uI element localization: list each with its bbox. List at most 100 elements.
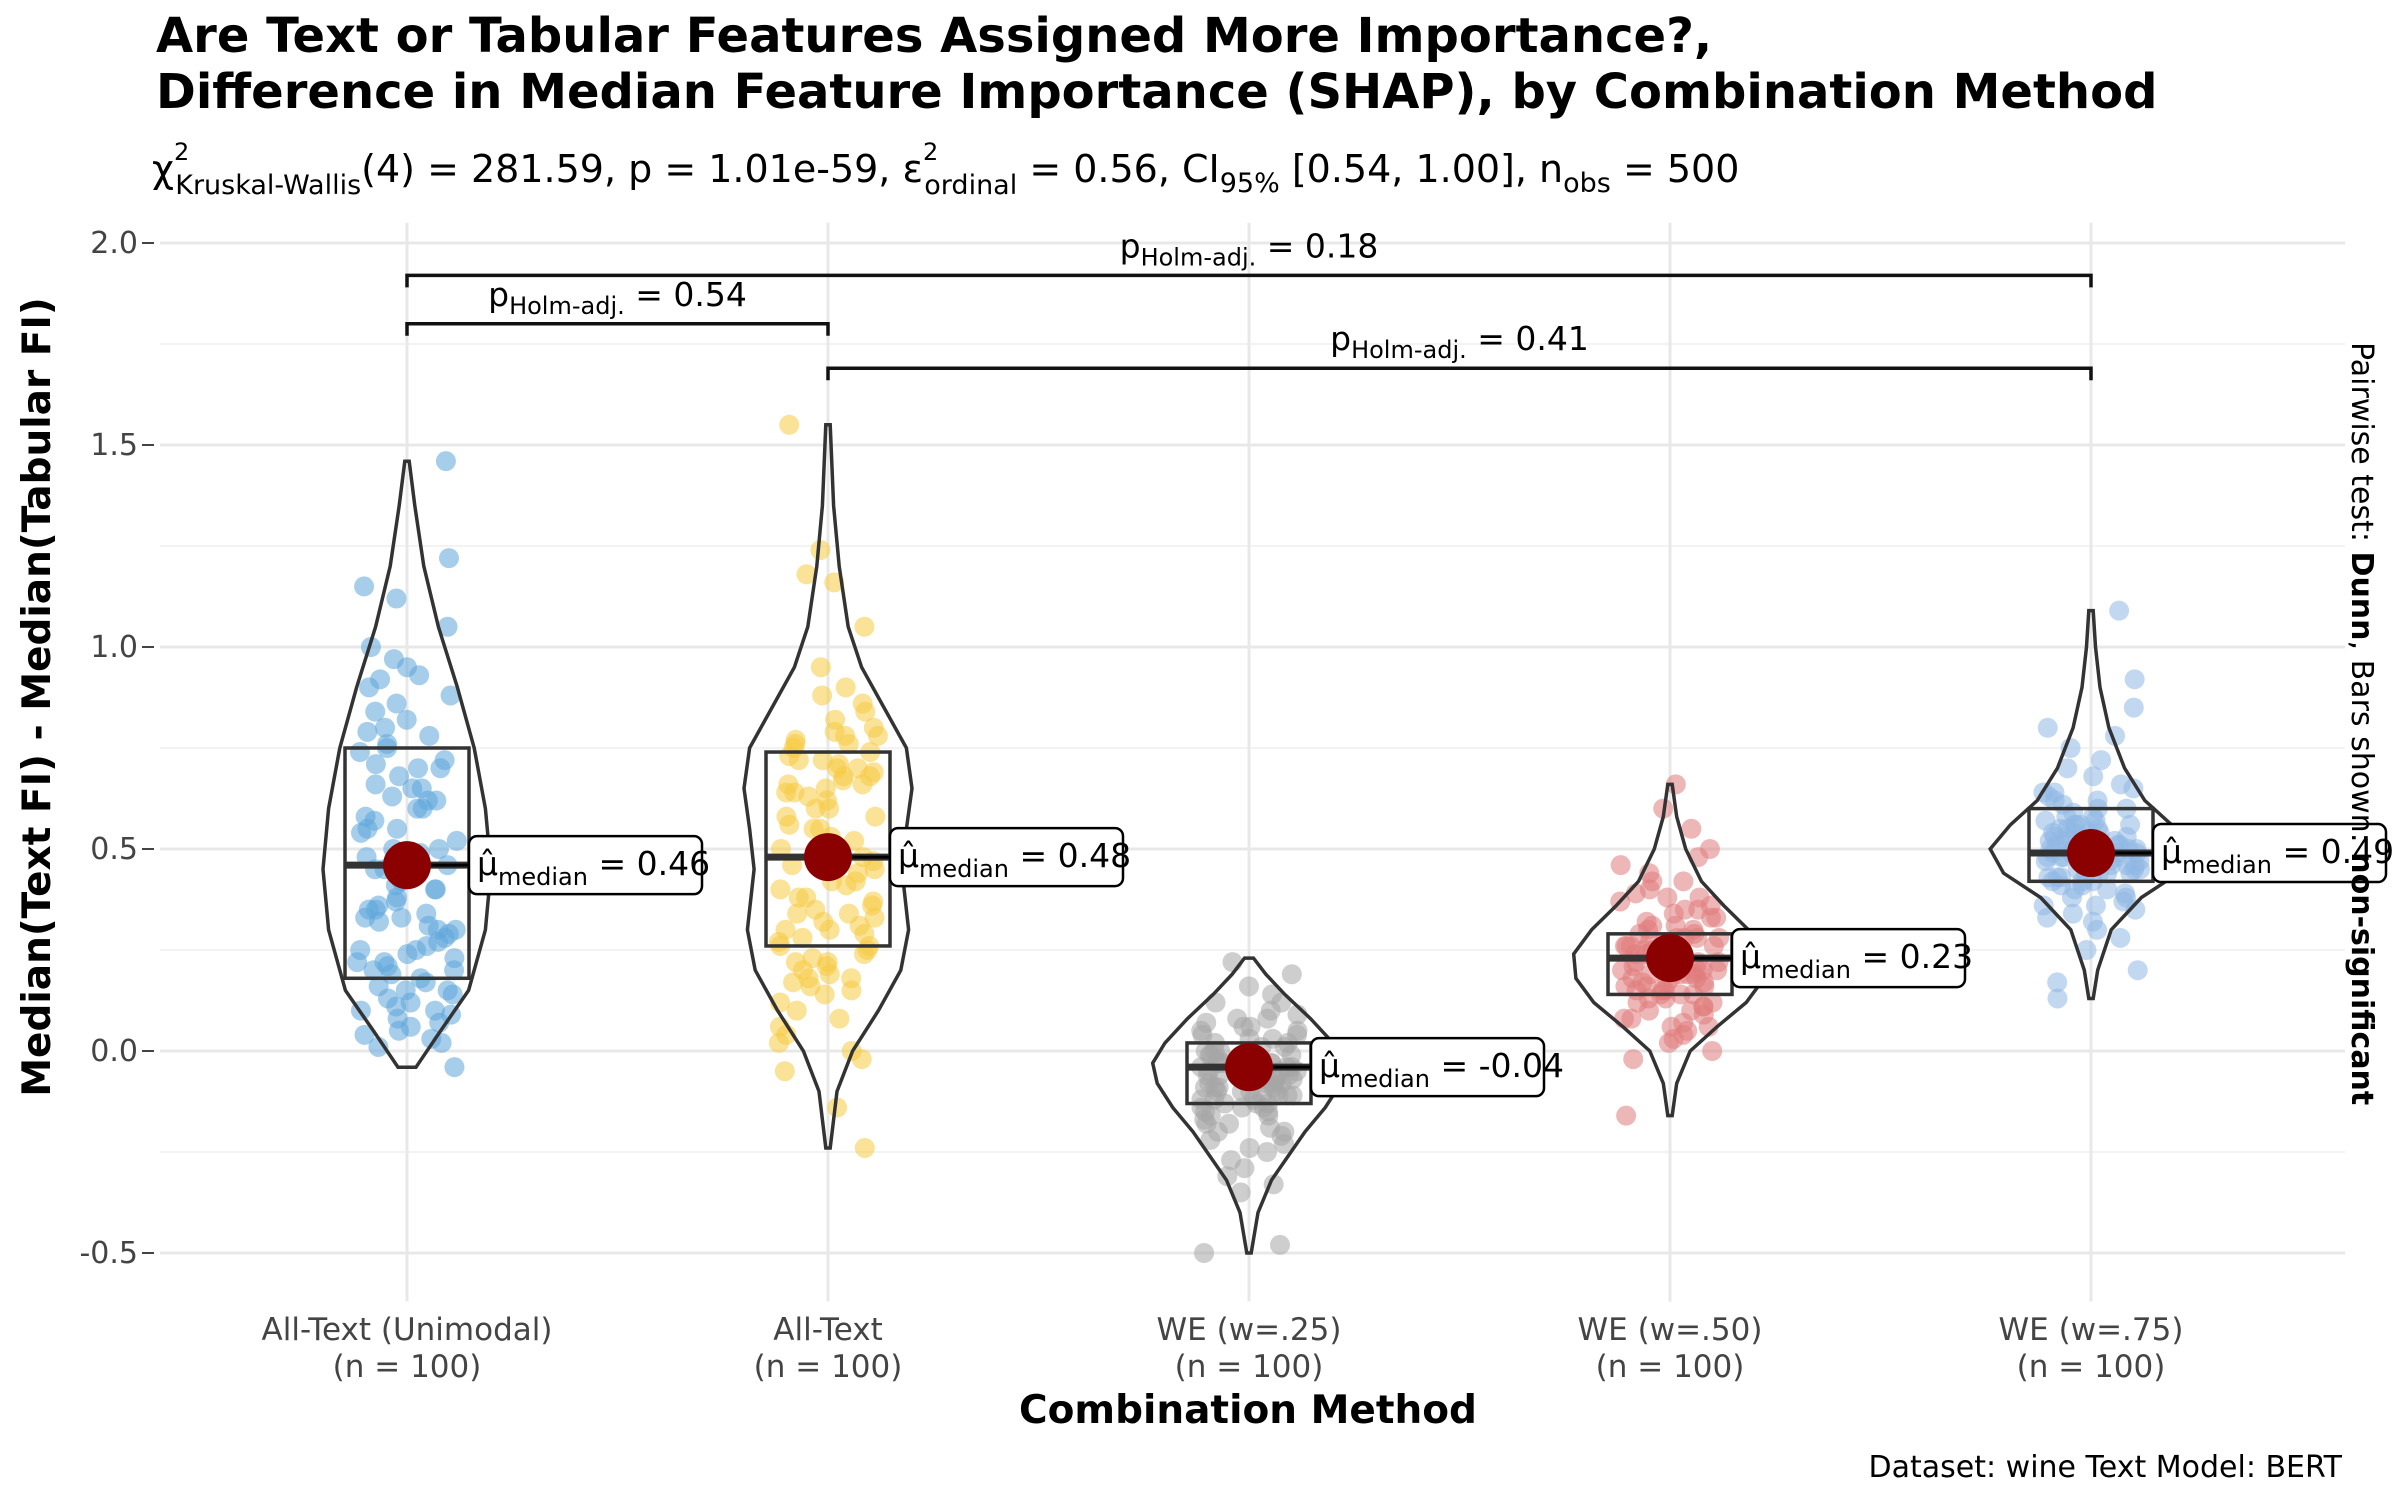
data-point bbox=[867, 725, 888, 746]
data-point bbox=[411, 778, 432, 799]
data-point bbox=[1200, 1129, 1221, 1150]
bracket-p-subscript: Holm-adj. bbox=[1351, 336, 1467, 364]
subtitle-ci-sub: 95% bbox=[1220, 168, 1280, 199]
data-point bbox=[430, 758, 451, 779]
x-axis-title: Combination Method bbox=[1019, 1388, 1477, 1433]
median-label-value: = -0.04 bbox=[1430, 1046, 1564, 1085]
median-label-box bbox=[888, 826, 1125, 888]
side-label-bold1: Dunn bbox=[2344, 552, 2379, 641]
data-point bbox=[354, 576, 375, 597]
chart-subtitle: χ2 Kruskal-Wallis(4) = 281.59, p = 1.01e-… bbox=[152, 138, 1739, 201]
data-point bbox=[2076, 940, 2097, 960]
data-point bbox=[812, 685, 833, 706]
data-point bbox=[845, 871, 866, 892]
subtitle-part3: [0.54, 1.00], n bbox=[1280, 147, 1563, 191]
title-line-2: Difference in Median Feature Importance … bbox=[156, 64, 2157, 120]
data-point bbox=[1257, 1008, 1278, 1029]
median-label-subscript: median bbox=[919, 855, 1009, 883]
bracket-p-label: pHolm-adj. = 0.41 bbox=[1330, 319, 1589, 364]
data-point bbox=[358, 899, 379, 920]
x-tick-label: All-Text bbox=[773, 1312, 882, 1348]
data-point bbox=[354, 1024, 375, 1045]
median-label-value: = 0.49 bbox=[2272, 832, 2394, 871]
data-point bbox=[396, 709, 417, 730]
data-point bbox=[431, 1032, 452, 1053]
title-line-1: Are Text or Tabular Features Assigned Mo… bbox=[156, 8, 1712, 64]
x-tick-n-label: (n = 100) bbox=[333, 1349, 482, 1385]
data-point bbox=[1623, 1049, 1644, 1070]
data-point bbox=[1232, 1097, 1253, 1118]
median-label: μ̂median = 0.46 bbox=[477, 844, 710, 891]
bracket-p-symbol: p bbox=[1120, 226, 1141, 265]
data-point bbox=[409, 665, 430, 686]
data-point bbox=[1274, 1121, 1295, 1142]
data-point bbox=[774, 1061, 795, 1082]
data-point bbox=[387, 818, 408, 839]
median-label-box bbox=[1730, 927, 1967, 989]
chart-caption: Dataset: wine Text Model: BERT bbox=[1869, 1450, 2343, 1485]
data-point bbox=[1707, 960, 1728, 981]
x-tick-label: All-Text (Unimodal) bbox=[262, 1312, 553, 1348]
data-point bbox=[365, 701, 386, 722]
data-point bbox=[1281, 964, 1302, 985]
data-point bbox=[826, 758, 847, 779]
data-point bbox=[386, 588, 407, 609]
y-tick-label: 0.0 bbox=[90, 1034, 138, 1069]
bracket-p-subscript: Holm-adj. bbox=[509, 292, 625, 320]
data-point bbox=[357, 818, 378, 839]
x-tick-label: WE (w=.75) bbox=[1999, 1312, 2184, 1348]
data-point bbox=[2123, 697, 2144, 718]
side-label: Pairwise test: Dunn, Bars shown: non-sig… bbox=[2344, 342, 2379, 1105]
significance-bracket bbox=[826, 366, 2093, 381]
data-point bbox=[792, 927, 813, 948]
subtitle-part1: (4) = 281.59, p = 1.01e-59, bbox=[361, 147, 902, 191]
median-label-box bbox=[2151, 822, 2388, 884]
subtitle-kw-sub: Kruskal-Wallis bbox=[175, 170, 361, 201]
x-tick-n-label: (n = 100) bbox=[754, 1349, 903, 1385]
data-point bbox=[2087, 790, 2108, 811]
data-point bbox=[375, 717, 396, 738]
data-point bbox=[442, 984, 463, 1005]
median-label-subscript: median bbox=[1761, 956, 1851, 984]
data-point bbox=[2037, 717, 2058, 738]
data-point bbox=[814, 984, 835, 1005]
data-point bbox=[428, 839, 449, 859]
data-point bbox=[788, 750, 809, 771]
data-point bbox=[2091, 750, 2112, 771]
data-point bbox=[2087, 919, 2108, 940]
bracket-p-subscript: Holm-adj. bbox=[1141, 243, 1257, 271]
median-point bbox=[2067, 829, 2115, 878]
x-tick-label: WE (w=.50) bbox=[1578, 1312, 1763, 1348]
violin-outline bbox=[1150, 956, 1348, 1255]
significance-bracket bbox=[405, 322, 830, 336]
data-point bbox=[408, 758, 429, 779]
data-point bbox=[1689, 887, 1710, 908]
y-tick-label: -0.5 bbox=[79, 1236, 138, 1271]
subtitle-eps: ε bbox=[902, 147, 923, 191]
data-point bbox=[435, 451, 456, 472]
data-point bbox=[796, 887, 817, 908]
median-label: μ̂median = 0.49 bbox=[2161, 832, 2394, 879]
data-point bbox=[397, 944, 418, 965]
data-point bbox=[446, 830, 467, 851]
data-point bbox=[419, 725, 440, 746]
data-point bbox=[1238, 976, 1259, 997]
data-point bbox=[1702, 1041, 1723, 1061]
side-label-part1: Pairwise test: bbox=[2344, 342, 2379, 552]
data-point bbox=[796, 564, 817, 585]
chart-title: Are Text or Tabular Features Assigned Mo… bbox=[156, 8, 2157, 120]
data-point bbox=[855, 701, 876, 722]
median-label-value: = 0.23 bbox=[1851, 937, 1973, 976]
data-point bbox=[426, 790, 447, 811]
data-point bbox=[2035, 810, 2056, 831]
median-label-symbol: μ̂ bbox=[1740, 937, 1761, 976]
x-axis-ticks: All-Text (Unimodal)(n = 100)All-Text(n =… bbox=[262, 1312, 2184, 1385]
data-point bbox=[359, 677, 380, 698]
subtitle-eps-sub: ordinal bbox=[924, 170, 1017, 201]
median-label-subscript: median bbox=[1340, 1065, 1430, 1093]
bracket-p-label: pHolm-adj. = 0.54 bbox=[488, 275, 747, 320]
data-point bbox=[1663, 1028, 1684, 1049]
violin-group: μ̂median = 0.49 bbox=[1988, 600, 2394, 1009]
median-label-subscript: median bbox=[498, 863, 588, 891]
data-point bbox=[768, 1032, 789, 1053]
